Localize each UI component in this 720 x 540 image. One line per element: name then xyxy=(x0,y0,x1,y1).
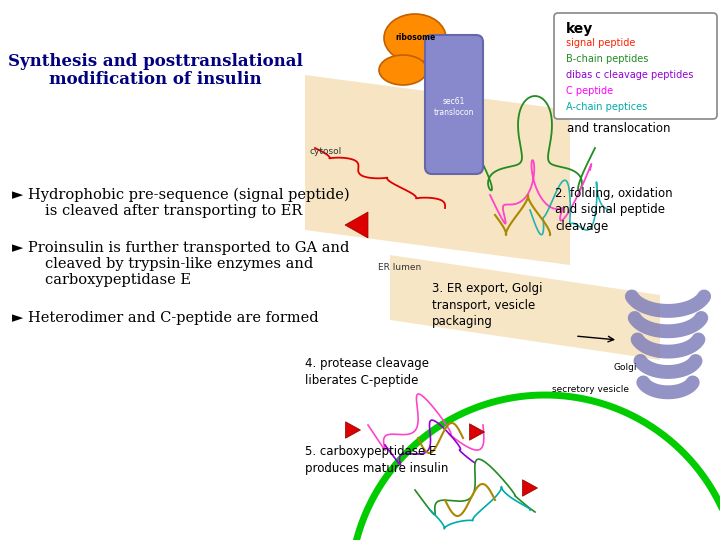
Polygon shape xyxy=(390,255,660,360)
Polygon shape xyxy=(469,424,485,440)
Text: is cleaved after transporting to ER: is cleaved after transporting to ER xyxy=(45,204,302,218)
Text: dibas c cleavage peptides: dibas c cleavage peptides xyxy=(566,70,693,80)
Text: cleaved by trypsin-like enzymes and: cleaved by trypsin-like enzymes and xyxy=(45,257,313,271)
Polygon shape xyxy=(305,75,570,265)
Text: Hydrophobic pre-sequence (signal peptide): Hydrophobic pre-sequence (signal peptide… xyxy=(28,188,350,202)
Text: cytosol: cytosol xyxy=(310,147,342,157)
Text: signal peptide: signal peptide xyxy=(566,38,635,48)
Text: 5. carboxypeptidase E
produces mature insulin: 5. carboxypeptidase E produces mature in… xyxy=(305,446,449,475)
Text: Golgi: Golgi xyxy=(613,363,636,373)
Polygon shape xyxy=(523,480,538,496)
Ellipse shape xyxy=(379,55,427,85)
FancyBboxPatch shape xyxy=(554,13,717,119)
Text: 2. folding, oxidation
and signal peptide
cleavage: 2. folding, oxidation and signal peptide… xyxy=(555,187,672,233)
Text: 4. protease cleavage
liberates C-peptide: 4. protease cleavage liberates C-peptide xyxy=(305,357,429,387)
Text: Proinsulin is further transported to GA and: Proinsulin is further transported to GA … xyxy=(28,241,349,255)
Text: ►: ► xyxy=(12,311,23,325)
Ellipse shape xyxy=(384,14,446,62)
Polygon shape xyxy=(345,212,368,238)
Text: B-chain peptides: B-chain peptides xyxy=(566,54,649,64)
Text: key: key xyxy=(566,22,593,36)
Text: sec61
translocon: sec61 translocon xyxy=(433,97,474,117)
Text: modification of insulin: modification of insulin xyxy=(49,71,261,89)
Polygon shape xyxy=(346,422,361,438)
Text: 3. ER export, Golgi
transport, vesicle
packaging: 3. ER export, Golgi transport, vesicle p… xyxy=(432,282,542,328)
Text: carboxypeptidase E: carboxypeptidase E xyxy=(45,273,191,287)
Text: C peptide: C peptide xyxy=(566,86,613,96)
Text: ►: ► xyxy=(12,241,23,255)
Text: A-chain peptices: A-chain peptices xyxy=(566,102,647,112)
Text: ER lumen: ER lumen xyxy=(378,264,421,273)
Text: Heterodimer and C-peptide are formed: Heterodimer and C-peptide are formed xyxy=(28,311,319,325)
Text: ribosome: ribosome xyxy=(395,32,435,42)
FancyBboxPatch shape xyxy=(425,35,483,174)
Text: secretory vesicle: secretory vesicle xyxy=(552,386,629,395)
Text: ►: ► xyxy=(12,188,23,202)
Text: Synthesis and posttranslational: Synthesis and posttranslational xyxy=(8,53,302,71)
Text: 1. translation
and translocation: 1. translation and translocation xyxy=(567,105,670,135)
